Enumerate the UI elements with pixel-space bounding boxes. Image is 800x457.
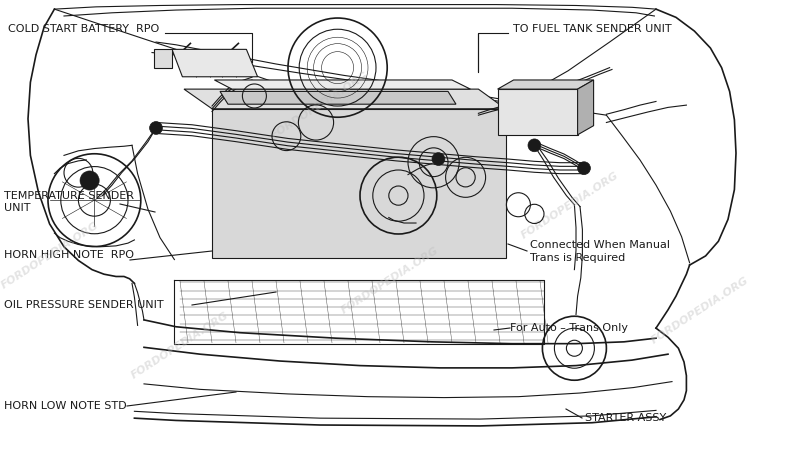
Circle shape: [578, 162, 590, 175]
Text: For Auto – Trans Only: For Auto – Trans Only: [510, 323, 628, 333]
Text: COLD START BATTERY  RPO: COLD START BATTERY RPO: [8, 24, 159, 34]
Circle shape: [150, 122, 162, 134]
Polygon shape: [154, 49, 172, 68]
Text: TEMPERATURE SENDER: TEMPERATURE SENDER: [4, 191, 134, 201]
Polygon shape: [214, 80, 470, 89]
Text: HORN LOW NOTE STD: HORN LOW NOTE STD: [4, 401, 126, 411]
Polygon shape: [172, 49, 258, 77]
Text: UNIT: UNIT: [4, 203, 30, 213]
Polygon shape: [578, 80, 594, 135]
Circle shape: [528, 139, 541, 152]
Text: FORDOPEDIA.ORG: FORDOPEDIA.ORG: [650, 275, 750, 345]
Polygon shape: [184, 89, 506, 109]
Text: HORN HIGH NOTE  RPO: HORN HIGH NOTE RPO: [4, 250, 134, 260]
Text: FORDOPEDIA.ORG: FORDOPEDIA.ORG: [0, 220, 101, 290]
Text: STARTER ASSY: STARTER ASSY: [585, 413, 666, 423]
Polygon shape: [498, 80, 594, 89]
Text: FORDOPEDIA.ORG: FORDOPEDIA.ORG: [130, 310, 230, 380]
Polygon shape: [212, 109, 506, 258]
Text: Trans is Required: Trans is Required: [530, 253, 626, 263]
Text: Connected When Manual: Connected When Manual: [530, 240, 670, 250]
Text: FORDOPEDIA.ORG: FORDOPEDIA.ORG: [270, 70, 370, 140]
Polygon shape: [220, 91, 456, 104]
Circle shape: [432, 153, 445, 165]
Text: FORDOPEDIA.ORG: FORDOPEDIA.ORG: [339, 245, 441, 315]
Text: OIL PRESSURE SENDER UNIT: OIL PRESSURE SENDER UNIT: [4, 300, 164, 310]
Text: TO FUEL TANK SENDER UNIT: TO FUEL TANK SENDER UNIT: [513, 24, 672, 34]
Circle shape: [80, 171, 99, 190]
Polygon shape: [498, 89, 578, 135]
Text: FORDOPEDIA.ORG: FORDOPEDIA.ORG: [519, 170, 621, 240]
